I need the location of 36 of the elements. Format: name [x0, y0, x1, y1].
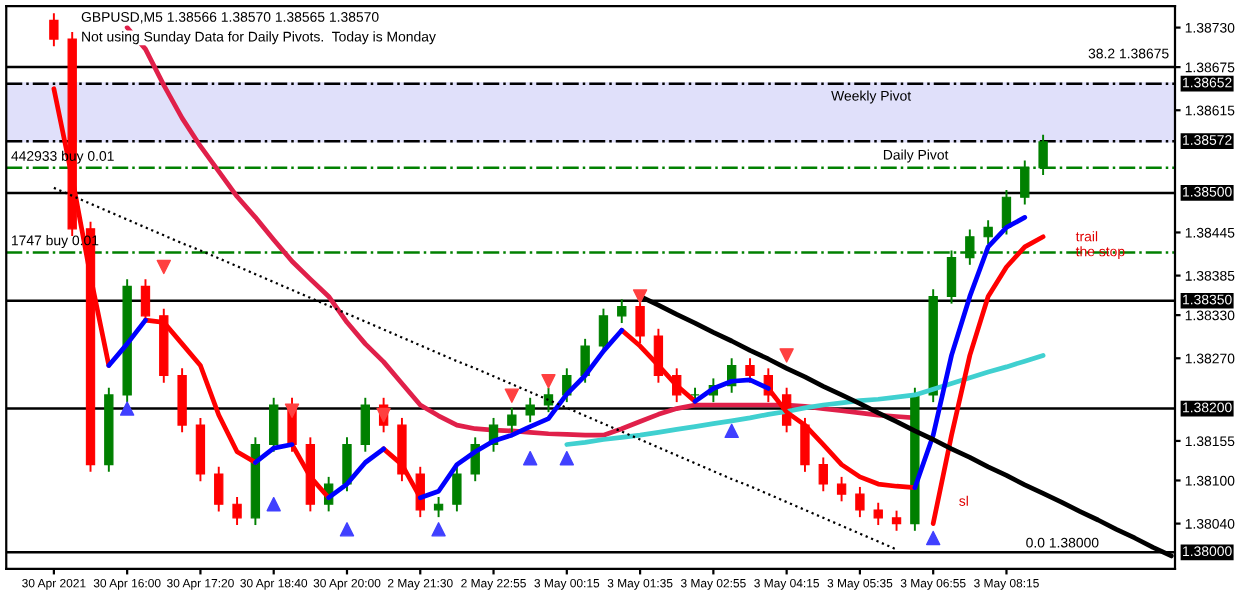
candlestick — [873, 501, 883, 527]
candlestick — [598, 307, 609, 355]
point — [559, 450, 575, 466]
point — [541, 374, 556, 389]
point — [156, 259, 172, 275]
line-series — [564, 353, 1046, 447]
candlestick — [214, 465, 224, 513]
point — [284, 403, 300, 418]
candlestick — [745, 357, 755, 384]
point — [724, 423, 739, 439]
candlestick — [232, 496, 242, 527]
point — [522, 450, 538, 466]
candlestick — [800, 416, 810, 473]
candlestick — [525, 396, 535, 424]
candlestick — [452, 465, 462, 513]
point — [431, 522, 446, 537]
candlestick — [836, 475, 847, 503]
candlestick — [891, 509, 902, 532]
line-series — [930, 234, 1046, 526]
point — [266, 496, 281, 512]
candlestick — [983, 219, 993, 245]
candlestick — [269, 396, 279, 453]
point — [779, 348, 794, 363]
point — [632, 289, 648, 304]
candlestick — [360, 396, 370, 453]
point — [925, 530, 941, 546]
point — [339, 522, 355, 537]
point — [504, 388, 520, 403]
candlestick — [342, 436, 352, 493]
candlestick — [855, 485, 865, 519]
candlestick — [818, 456, 828, 493]
candlestick — [617, 298, 627, 325]
candlestick — [507, 406, 517, 434]
point — [119, 401, 135, 416]
candlestick — [49, 12, 59, 48]
candlestick — [433, 496, 444, 519]
